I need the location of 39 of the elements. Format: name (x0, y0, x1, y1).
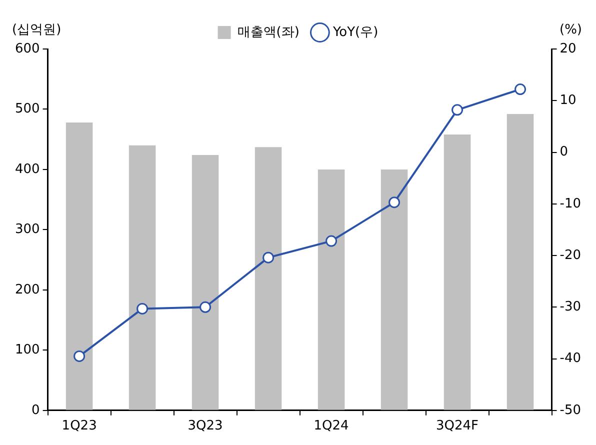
y-tick-label: 100 (14, 342, 40, 358)
x-tick-label: 1Q23 (62, 418, 97, 434)
point (388, 196, 400, 208)
y-tick-label: 600 (14, 41, 40, 56)
bar (128, 145, 156, 410)
y2-tick-label: -50 (560, 402, 581, 418)
bar (66, 122, 93, 410)
point (74, 350, 86, 362)
y-tick-label: 200 (14, 282, 40, 298)
y2-tick-label: -10 (560, 196, 581, 212)
point (452, 104, 464, 116)
y2-tick-label: -30 (560, 300, 581, 315)
y-tick-label: 300 (14, 222, 40, 238)
point (326, 235, 338, 247)
legend-label: 매출액(좌) (237, 24, 300, 40)
bar (318, 169, 345, 410)
y-tick-label: 400 (14, 162, 40, 177)
point (136, 302, 148, 314)
bar (254, 147, 282, 410)
y2-axis-title: (%) (560, 22, 582, 38)
legend-label: YoY(우) (332, 24, 378, 40)
bar (192, 155, 219, 410)
x-tick-label: 1Q24 (314, 418, 349, 434)
y2-tick-label: 20 (560, 41, 576, 56)
y2-tick-label: 0 (560, 144, 568, 160)
bar (380, 169, 408, 410)
point (262, 252, 274, 264)
x-tick-label: 3Q23 (188, 418, 223, 434)
point (514, 84, 526, 96)
y2-tick-label: 10 (560, 93, 576, 108)
y-tick-label: 0 (32, 402, 40, 418)
bar (444, 134, 471, 410)
y2-tick-label: -40 (560, 351, 581, 366)
bar (506, 114, 534, 410)
y-tick-label: 500 (14, 102, 40, 117)
y2-tick-label: -20 (560, 248, 581, 263)
y-axis-title: (십억원) (12, 22, 62, 38)
x-tick-label: 3Q24F (436, 418, 479, 434)
point (200, 301, 212, 313)
